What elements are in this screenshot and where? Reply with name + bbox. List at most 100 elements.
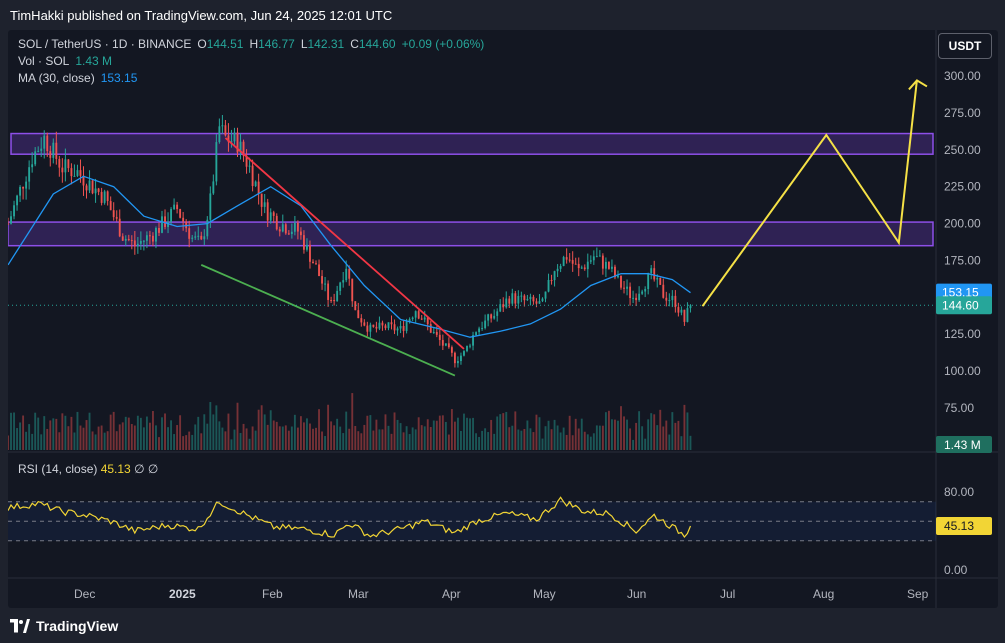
candle-body xyxy=(535,301,538,304)
zone-rect-1[interactable] xyxy=(8,221,934,247)
candle-body xyxy=(155,228,157,242)
candle-body xyxy=(200,235,203,240)
volume-bar xyxy=(293,414,296,450)
volume-bar xyxy=(127,417,130,450)
candle-body xyxy=(91,180,94,194)
volume-bar xyxy=(251,426,254,450)
candle-body xyxy=(19,186,22,196)
candle-body xyxy=(145,235,148,241)
rsi-label[interactable]: RSI (14, close) xyxy=(18,462,98,476)
candle-body xyxy=(577,263,580,269)
candle-body xyxy=(296,222,299,232)
candle-body xyxy=(375,326,378,329)
candle-body xyxy=(617,275,619,278)
candle-body xyxy=(444,343,447,346)
symbol-label[interactable]: SOL / TetherUS · 1D · BINANCE xyxy=(18,37,192,51)
volume-bar xyxy=(411,427,414,450)
candle-body xyxy=(109,201,112,211)
change-value: +0.09 (+0.06%) xyxy=(401,37,485,51)
last-price-tag: 144.60 xyxy=(942,298,979,312)
rsi-line[interactable] xyxy=(8,496,692,538)
resistance-trendline[interactable] xyxy=(224,137,465,350)
rsi-tag: 45.13 xyxy=(944,519,974,533)
candle-body xyxy=(629,286,632,298)
volume-bar xyxy=(224,431,227,450)
candle-body xyxy=(614,266,616,278)
candle-body xyxy=(653,268,656,280)
zone-rect-0[interactable] xyxy=(10,132,934,155)
volume-bar xyxy=(686,412,689,450)
candle-body xyxy=(299,231,302,236)
volume-bar xyxy=(629,428,632,450)
candle-body xyxy=(571,260,574,264)
candle-body xyxy=(547,279,550,292)
volume-bar xyxy=(212,414,215,450)
currency-button[interactable]: USDT xyxy=(938,33,992,59)
candle-body xyxy=(457,361,459,364)
volume-bar xyxy=(115,431,118,450)
chart-panel[interactable]: 300.00275.00250.00225.00200.00175.00150.… xyxy=(8,30,998,608)
volume-bar xyxy=(562,427,565,450)
chart-canvas[interactable]: 300.00275.00250.00225.00200.00175.00150.… xyxy=(8,30,998,608)
volume-bar xyxy=(284,425,287,450)
volume-bar xyxy=(372,430,375,450)
candle-body xyxy=(668,300,671,302)
volume-bar xyxy=(25,431,28,450)
volume-bar xyxy=(665,420,668,450)
candle-body xyxy=(638,293,641,301)
volume-bar xyxy=(173,434,176,450)
volume-bar xyxy=(450,409,453,450)
volume-bar xyxy=(203,414,206,450)
ma30-line[interactable] xyxy=(8,175,691,338)
volume-bar xyxy=(529,428,532,450)
candle-body xyxy=(266,202,269,221)
volume-bar xyxy=(604,412,607,450)
volume-bar xyxy=(429,427,432,450)
price-tick-label: 200.00 xyxy=(944,217,981,231)
volume-bar xyxy=(420,425,423,450)
volume-bar xyxy=(269,410,272,450)
volume-bar xyxy=(97,426,100,450)
candle-body xyxy=(469,345,471,347)
volume-bar xyxy=(444,421,447,450)
ma-label[interactable]: MA (30, close) xyxy=(18,71,95,85)
date-tick-label: May xyxy=(533,587,556,601)
candle-body xyxy=(76,170,79,176)
volume-bar xyxy=(34,412,37,450)
volume-bar xyxy=(438,415,441,450)
date-tick-label: Jun xyxy=(627,587,646,601)
candle-body xyxy=(37,150,40,152)
candle-body xyxy=(683,309,686,322)
volume-bar xyxy=(680,436,683,450)
candle-body xyxy=(306,244,308,250)
candle-body xyxy=(568,259,571,261)
volume-bar xyxy=(405,426,408,450)
support-trendline[interactable] xyxy=(200,264,456,377)
candle-body xyxy=(345,268,348,281)
volume-bar xyxy=(19,422,22,450)
candle-body xyxy=(49,151,52,158)
candle-body xyxy=(281,224,284,232)
volume-bar xyxy=(309,423,311,450)
volume-bar xyxy=(254,430,257,450)
candle-body xyxy=(278,229,281,232)
volume-label[interactable]: Vol · SOL xyxy=(18,54,70,68)
volume-bar xyxy=(435,420,438,450)
candle-body xyxy=(130,240,133,242)
volume-bar xyxy=(565,434,568,450)
volume-bar xyxy=(188,431,191,450)
candle-body xyxy=(402,325,405,331)
candle-body xyxy=(46,135,49,152)
candle-body xyxy=(423,317,426,320)
volume-bar xyxy=(218,421,221,450)
volume-bar xyxy=(327,404,330,450)
tradingview-logo[interactable]: TradingView xyxy=(10,618,118,634)
top-bar: TimHakki published on TradingView.com, J… xyxy=(0,0,1005,30)
projection-path[interactable] xyxy=(701,80,918,307)
volume-bar xyxy=(40,434,43,450)
volume-bar xyxy=(245,428,248,450)
candle-body xyxy=(88,180,91,191)
candle-body xyxy=(315,263,317,265)
volume-bar xyxy=(176,425,179,450)
volume-bar xyxy=(571,435,574,450)
